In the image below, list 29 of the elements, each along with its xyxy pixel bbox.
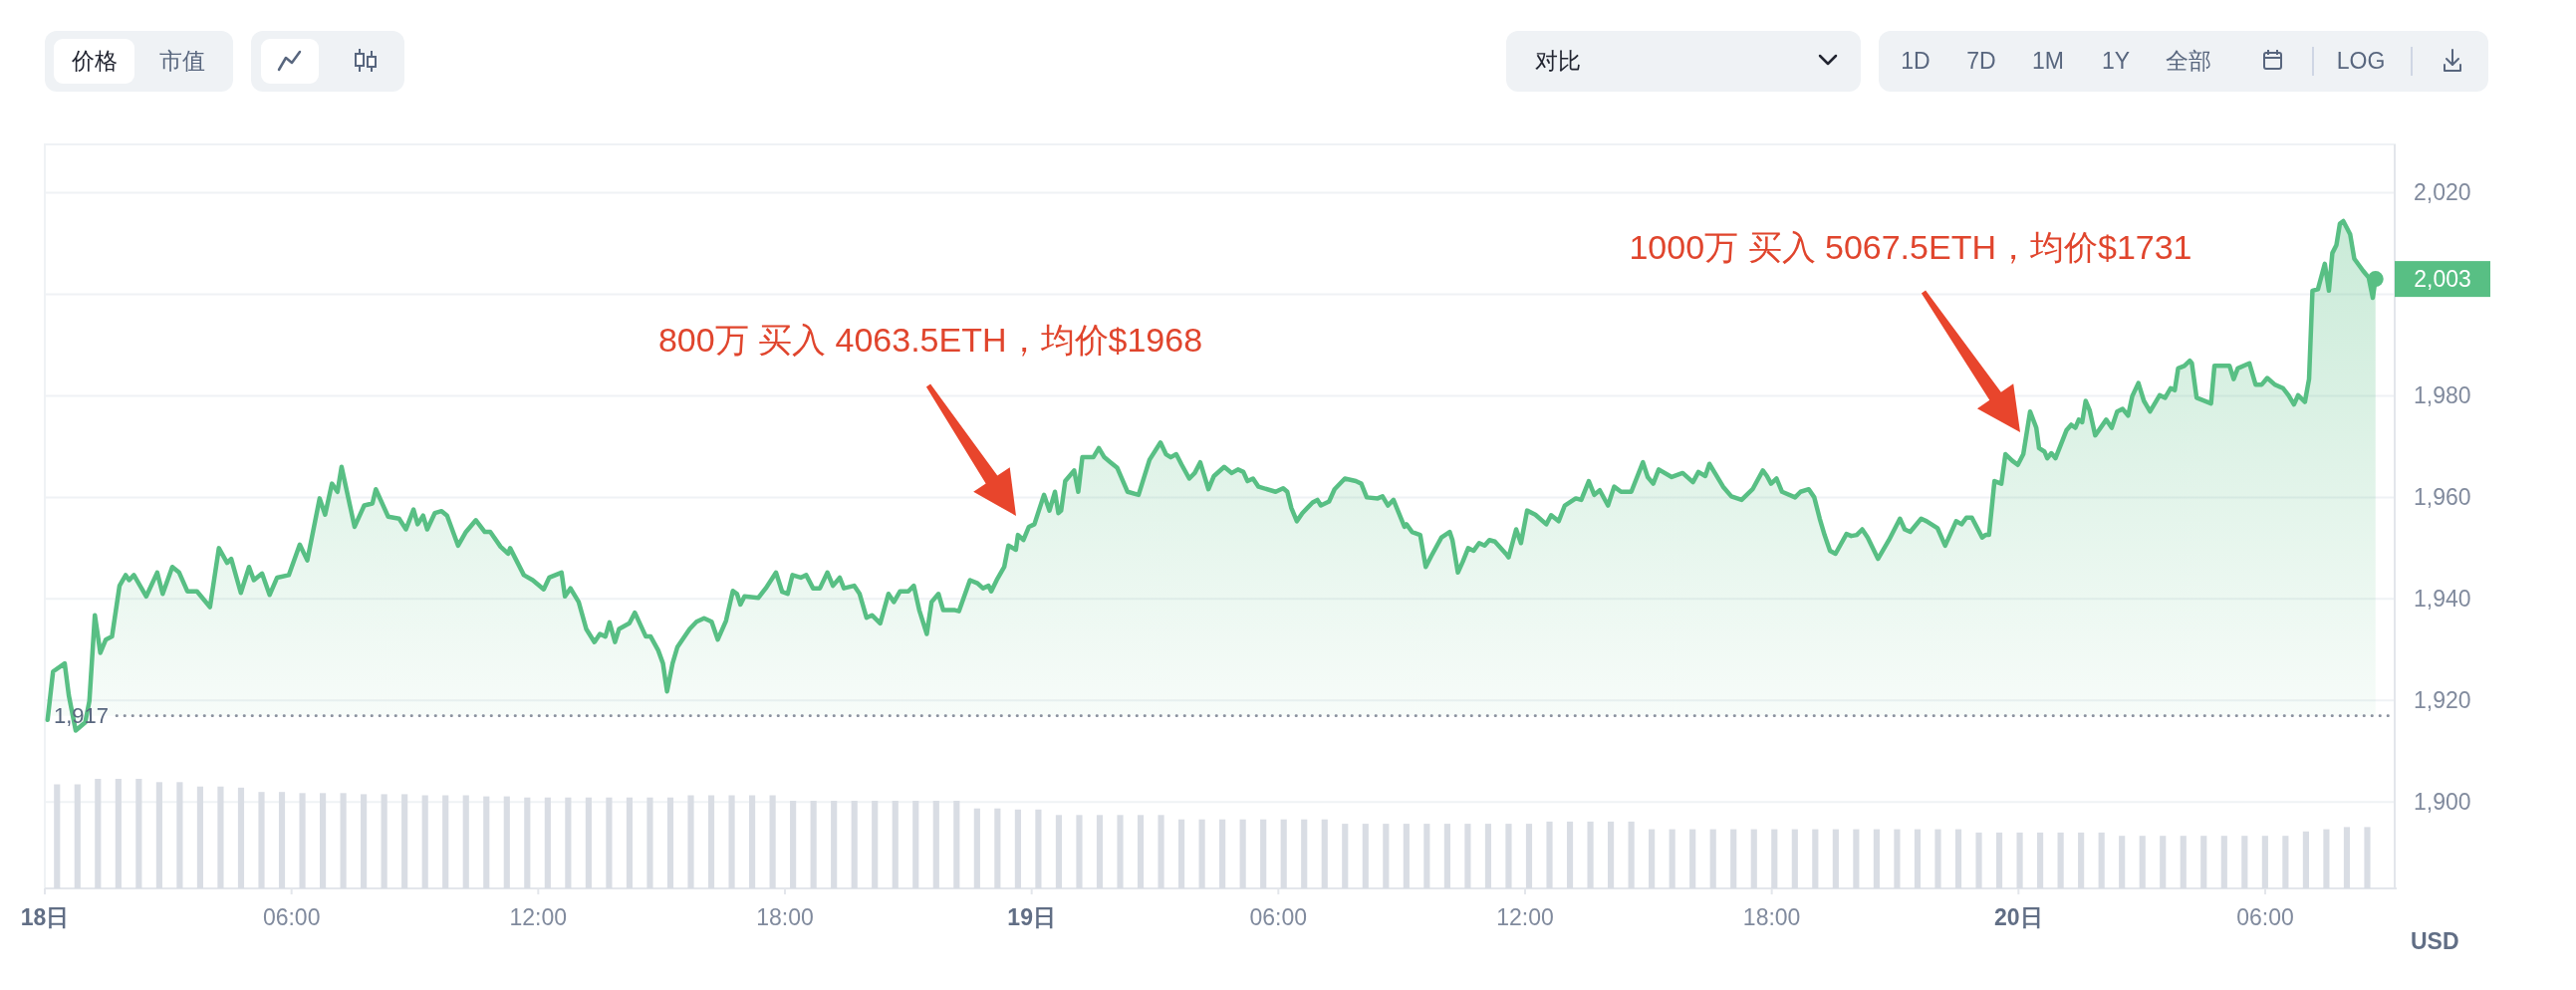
x-tick-label: 19日 — [1007, 904, 1056, 930]
text: 全部 — [2166, 48, 2211, 74]
y-tick-label: 1,980 — [2414, 382, 2471, 409]
y-tick-label: 1,940 — [2414, 586, 2471, 613]
x-tick-label: 06:00 — [2236, 904, 2294, 930]
text: 价格 — [71, 48, 118, 74]
annotation: 1000万 买入 5067.5ETH，均价$1731 — [1629, 228, 2192, 266]
y-axis-title: USD — [2411, 928, 2459, 954]
annotation: 2,003 — [2414, 266, 2471, 293]
text: 市值 — [159, 48, 205, 74]
y-tick-label: 1,900 — [2414, 789, 2471, 816]
x-tick-label: 20日 — [1994, 904, 2043, 930]
text: 1Y — [2101, 48, 2131, 74]
y-tick-label: 2,020 — [2414, 179, 2471, 206]
text: 1M — [2032, 48, 2064, 74]
annotation: 800万 买入 4063.5ETH，均价$1968 — [657, 321, 1203, 359]
text: LOG — [2336, 48, 2386, 74]
text: 对比 — [1535, 48, 1581, 74]
x-tick-label: 12:00 — [509, 904, 568, 930]
x-tick-label: 06:00 — [1249, 904, 1308, 930]
y-tick-label: 1,920 — [2414, 687, 2471, 714]
x-tick-label: 06:00 — [262, 904, 321, 930]
y-tick-label: 1,960 — [2414, 484, 2471, 511]
text: 7D — [1966, 48, 1996, 74]
x-tick-label: 18日 — [20, 904, 70, 930]
text: 1D — [1901, 48, 1931, 74]
x-tick-label: 18:00 — [756, 904, 814, 930]
x-tick-label: 18:00 — [1742, 904, 1801, 930]
x-tick-label: 12:00 — [1496, 904, 1554, 930]
